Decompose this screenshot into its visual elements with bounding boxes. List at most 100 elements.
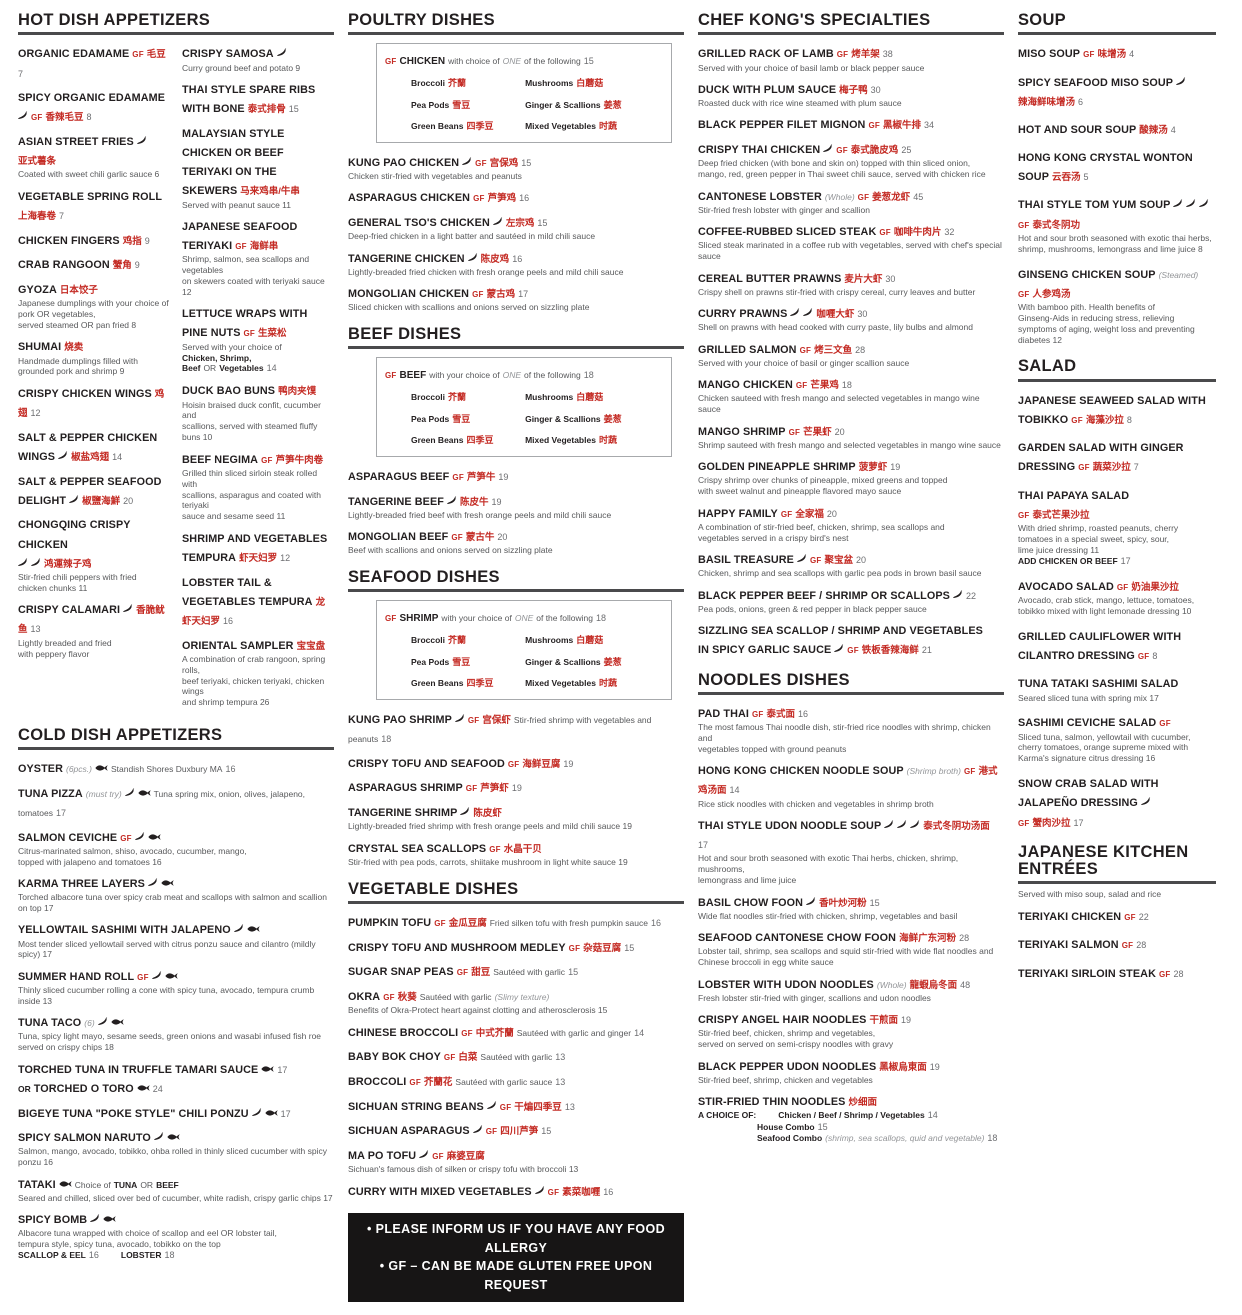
item-title-line: MISO SOUP GF 味增汤 4 [1018, 43, 1216, 62]
item-description: vegetables topped with ground peanuts [698, 743, 847, 754]
item-title-line: GRILLED CAULIFLOWER WITH CILANTRO DRESSI… [1018, 626, 1216, 664]
item-name: SHUMAI [18, 341, 62, 354]
gluten-free-badge: GF [489, 844, 501, 854]
item-description: Crispy shell on prawns stir-fried with c… [698, 286, 976, 297]
option-name: Ginger & Scallions [525, 656, 601, 667]
item-inline-text: Choice of [74, 1179, 111, 1190]
item-name-chinese: 蟹肉沙拉 [1032, 817, 1071, 829]
item-title-line: SICHUAN ASPARAGUS GF 四川芦笋 15 [348, 1120, 684, 1139]
menu-item: CHINESE BROCCOLI GF 中式芥蘭 Sautéed with garli… [348, 1022, 684, 1041]
fish-icon [161, 873, 174, 892]
item-title-line: PUMPKIN TOFU GF 金瓜豆腐 Fried silken tofu with… [348, 912, 684, 931]
item-title-line: KUNG PAO SHRIMP GF 宫保虾 Stir-fried shrimp wi… [348, 709, 684, 747]
chili-icon [897, 815, 907, 834]
chili-icon [419, 1145, 429, 1164]
item-description: Sichuan's famous dish of silken or crisp… [348, 1164, 579, 1175]
menu-column: SOUP MISO SOUP GF 味增汤 4 SPICY SEAFOOD MISO SO… [1018, 11, 1216, 1315]
item-price: 14 [634, 1027, 645, 1038]
menu-section: HOT DISH APPETIZERS ORGANIC EDAMAME GF 毛豆7 S… [18, 11, 334, 714]
item-title-line: PAD THAI GF 泰式面 16 [698, 703, 1004, 722]
menu-item: BASIL TREASURE GF 聚宝盆 20 Chicken, shrimp and… [698, 549, 1004, 579]
item-price: 12 [30, 408, 41, 418]
option-name-chinese: 芥蘭 [448, 77, 467, 88]
item-name-chinese: 陈皮虾 [473, 808, 502, 820]
item-name: GARDEN SALAD WITH GINGER DRESSING [1018, 442, 1184, 474]
menu-item: BLACK PEPPER UDON NOODLES 黑椒烏東面 19 Stir-fri… [698, 1056, 1004, 1086]
item-price: 9 [144, 235, 150, 246]
gluten-free-badge: GF [137, 972, 149, 982]
menu-item: KARMA THREE LAYERS Torched albacore tuna … [18, 873, 334, 914]
item-price: 16 [519, 193, 530, 204]
chili-icon [460, 802, 470, 821]
item-description-line: GF BEEF with your choice of ONE of the follo… [385, 363, 663, 385]
item-name: OYSTER [18, 762, 63, 775]
item-title-line: GRILLED RACK OF LAMB GF 烤羊架 38 [698, 43, 1004, 62]
chili-icon [1176, 72, 1186, 91]
item-price: 38 [882, 49, 893, 60]
item-description: served steamed OR pan fried 8 [18, 320, 137, 330]
menu-item: JAPANESE SEAWEED SALAD WITH TOBIKKO GF 海藻沙… [1018, 390, 1216, 428]
option-name-chinese: 白蘑菇 [576, 77, 604, 88]
section-title: POULTRY DISHES [348, 11, 684, 36]
option-name-chinese: 雪豆 [452, 413, 471, 424]
chili-icon [136, 131, 147, 150]
choice-option: Broccoli 芥蘭 [411, 628, 517, 650]
item-name: TATAKI [18, 1178, 56, 1191]
item-title-line: SIZZLING SEA SCALLOP / SHRIMP AND VEGETA… [698, 620, 1004, 639]
gluten-free-badge: GF [1158, 969, 1171, 979]
item-title-line: TUNA TACO (6) [18, 1012, 334, 1031]
item-price: 13 [564, 1101, 575, 1112]
section-title: BEEF DISHES [348, 325, 684, 350]
item-title-line: BASIL CHOW FOON 香叶炒河粉 15 [698, 892, 1004, 911]
item-name-chinese: 炒细面 [848, 1097, 877, 1109]
item-name-chinese: 水晶干贝 [503, 843, 542, 855]
item-name: KARMA THREE LAYERS [18, 877, 145, 890]
menu-item: YELLOWTAIL SASHIMI WITH JALAPENO Most ten… [18, 919, 334, 960]
chili-icon [534, 1181, 545, 1200]
option-name-chinese: 芥蘭 [448, 392, 467, 403]
item-description: Salmon, mango, avocado, tobikko, ohba ro… [18, 1146, 327, 1168]
menu-item: THAI PAPAYA SALAD GF 泰式芒果沙拉 With dried shri… [1018, 485, 1216, 568]
item-description-line: GF CHICKEN with choice of ONE of the followi… [385, 49, 663, 71]
item-name: HOT AND SOUR SOUP [1018, 123, 1137, 136]
item-title-line: BLACK PEPPER UDON NOODLES 黑椒烏東面 19 [698, 1056, 1004, 1075]
item-description: Stir-fried beef, chicken, shrimp and veg… [698, 1028, 876, 1039]
section-title: VEGETABLE DISHES [348, 880, 684, 904]
option-name-chinese: 四季豆 [466, 678, 494, 689]
chili-icon [910, 815, 920, 834]
item-name-chinese: 上海春卷 [18, 211, 57, 222]
item-description: tempura style, spicy tuna, avocado, tobi… [18, 1239, 221, 1250]
item-name: CRYSTAL SEA SCALLOPS [348, 842, 487, 855]
item-title-line: CANTONESE LOBSTER (Whole) GF 姜葱龙虾 45 [698, 186, 1004, 205]
item-name-chinese: 泰式冬阴功 [1032, 219, 1081, 231]
item-name-chinese: 泰式芒果沙拉 [1032, 509, 1090, 521]
item-name-chinese: 烧卖 [64, 342, 84, 354]
item-name-chinese: 芥蘭花 [423, 1077, 453, 1088]
item-inline-text: Fried silken tofu with fresh pumpkin sau… [489, 918, 648, 928]
item-inline-text: Sautéed with garlic [493, 967, 566, 978]
chili-icon [1199, 194, 1209, 213]
item-description: lime juice dressing 11 [1018, 544, 1100, 555]
fish-icon [103, 1209, 116, 1228]
item-description: vegetables served in a crispy bird's nes… [698, 532, 849, 543]
option-name: Green Beans [411, 678, 464, 689]
choice-option: Pea Pods 雪豆 [411, 93, 517, 115]
menu-item: CANTONESE LOBSTER (Whole) GF 姜葱龙虾 45 Stir-fri… [698, 186, 1004, 216]
item-description: Sliced chicken with scallions and onions… [348, 302, 590, 313]
menu-column: CHEF KONG'S SPECIALTIES GRILLED RACK OF L… [698, 11, 1004, 1315]
menu-item: TORCHED TUNA IN TRUFFLE TAMARI SAUCE 17 OR… [18, 1059, 334, 1097]
menu-item: GARDEN SALAD WITH GINGER DRESSING GF 蔬菜沙拉 7 [1018, 437, 1216, 475]
item-name-chinese: 杂菇豆腐 [583, 942, 622, 954]
option-name: Mixed Vegetables [525, 678, 596, 689]
menu-item: BLACK PEPPER BEEF / SHRIMP OR SCALLOPS 22… [698, 585, 1004, 615]
gluten-free-badge: GF [1159, 719, 1171, 729]
choice-option: Broccoli 芥蘭 [411, 71, 517, 93]
item-description: Pea pods, onions, green & red pepper in … [698, 603, 927, 614]
menu-item: STIR-FRIED THIN NOODLES 炒细面 A CHOICE OF: Ch… [698, 1091, 1004, 1145]
item-name-chinese: 味增汤 [1097, 49, 1127, 61]
item-name: LOBSTER WITH UDON NOODLES [698, 978, 874, 991]
item-name-chinese: 香辣毛豆 [45, 112, 84, 124]
fish-icon [167, 1127, 180, 1146]
item-name-chinese: 鸿運辣子鸡 [44, 558, 92, 570]
item-description: Served with your choice of [182, 341, 282, 352]
